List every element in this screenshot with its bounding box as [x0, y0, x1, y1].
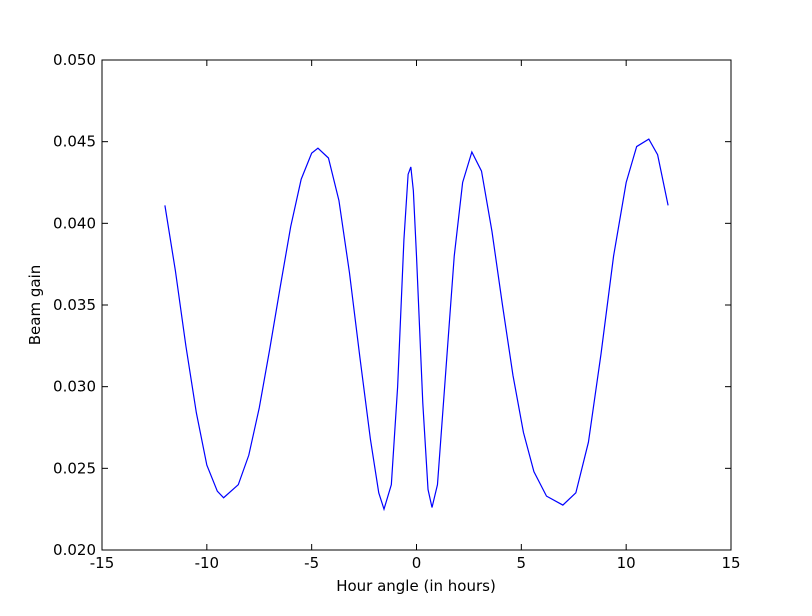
y-tick-label: 0.050 — [53, 51, 96, 69]
x-axis-label: Hour angle (in hours) — [336, 577, 496, 595]
x-tick-label: 5 — [517, 554, 527, 572]
y-tick-label: 0.045 — [53, 133, 96, 151]
y-tick-label: 0.020 — [53, 541, 96, 559]
x-tick-label: -5 — [304, 554, 319, 572]
x-tick-label: 10 — [617, 554, 636, 572]
y-tick-label: 0.030 — [53, 378, 96, 396]
y-tick-label: 0.040 — [53, 214, 96, 232]
x-tick-label: 15 — [721, 554, 740, 572]
y-tick-label: 0.025 — [53, 459, 96, 477]
y-tick-label: 0.035 — [53, 296, 96, 314]
y-axis-label: Beam gain — [26, 265, 44, 345]
x-tick-label: -10 — [195, 554, 220, 572]
data-line — [164, 138, 669, 512]
x-tick-label: -15 — [90, 554, 115, 572]
x-tick-label: 0 — [412, 554, 422, 572]
plot-frame — [101, 59, 732, 551]
